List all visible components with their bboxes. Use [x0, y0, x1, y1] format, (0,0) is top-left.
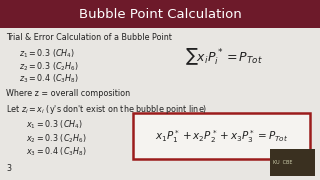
- Text: KU  CBE: KU CBE: [274, 159, 293, 165]
- Text: $x_2 = 0.3\ (C_2H_6)$: $x_2 = 0.3\ (C_2H_6)$: [26, 132, 86, 145]
- Text: $z_3 = 0.4\ (C_3H_8)$: $z_3 = 0.4\ (C_3H_8)$: [19, 73, 79, 85]
- Text: $z_1 = 0.3\ (CH_4)$: $z_1 = 0.3\ (CH_4)$: [19, 48, 75, 60]
- Text: $x_3 = 0.4\ (C_3H_8)$: $x_3 = 0.4\ (C_3H_8)$: [26, 146, 86, 158]
- Text: Bubble Point Calculation: Bubble Point Calculation: [79, 8, 241, 21]
- Text: Trial & Error Calculation of a Bubble Point: Trial & Error Calculation of a Bubble Po…: [6, 33, 172, 42]
- Text: Let $z_i = x_i$ (y's don't exist on the bubble point line): Let $z_i = x_i$ (y's don't exist on the …: [6, 103, 208, 116]
- Text: 3: 3: [6, 164, 12, 173]
- Text: $x_1 = 0.3\ (CH_4)$: $x_1 = 0.3\ (CH_4)$: [26, 119, 83, 131]
- Bar: [0, 0, 320, 28]
- Text: $z_2 = 0.3\ (C_2H_6)$: $z_2 = 0.3\ (C_2H_6)$: [19, 60, 79, 73]
- Text: $x_1 P_1^* + x_2 P_2^* + x_3 P_3^* = P_{Tot}$: $x_1 P_1^* + x_2 P_2^* + x_3 P_3^* = P_{…: [155, 128, 288, 145]
- Bar: [270, 148, 315, 176]
- Text: Where z = overall composition: Where z = overall composition: [6, 89, 131, 98]
- Text: $\sum x_i P_i^* = P_{Tot}$: $\sum x_i P_i^* = P_{Tot}$: [185, 46, 263, 67]
- FancyBboxPatch shape: [133, 113, 310, 159]
